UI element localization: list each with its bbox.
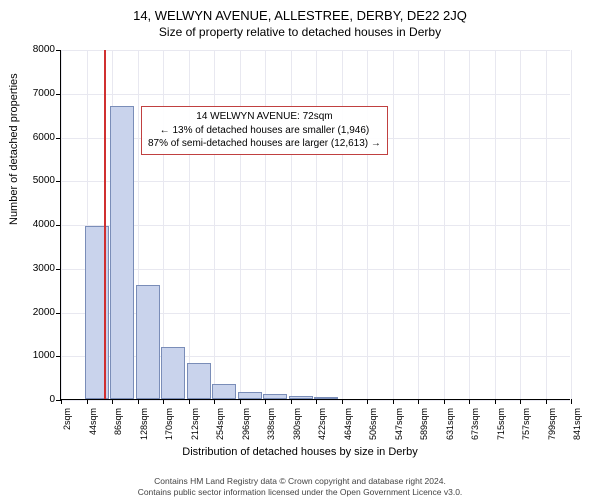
- histogram-bar: [314, 397, 338, 399]
- histogram-bar: [161, 347, 185, 400]
- grid-line-v: [571, 50, 572, 399]
- x-tick-label: 589sqm: [419, 408, 429, 448]
- property-marker-line: [104, 50, 106, 399]
- grid-line-v: [214, 50, 215, 399]
- y-tick-label: 8000: [15, 44, 55, 55]
- x-tick: [61, 399, 62, 404]
- y-tick-label: 4000: [15, 219, 55, 230]
- x-tick-label: 212sqm: [190, 408, 200, 448]
- x-tick: [520, 399, 521, 404]
- x-tick: [240, 399, 241, 404]
- x-tick-label: 464sqm: [343, 408, 353, 448]
- x-tick-label: 44sqm: [88, 408, 98, 448]
- x-tick: [495, 399, 496, 404]
- y-tick-label: 3000: [15, 263, 55, 274]
- y-tick-label: 1000: [15, 350, 55, 361]
- histogram-bar: [187, 363, 211, 399]
- grid-line-v: [444, 50, 445, 399]
- x-tick: [214, 399, 215, 404]
- histogram-bar: [263, 394, 287, 399]
- x-tick: [393, 399, 394, 404]
- x-tick: [418, 399, 419, 404]
- x-tick-label: 799sqm: [547, 408, 557, 448]
- grid-line-v: [342, 50, 343, 399]
- y-tick-label: 0: [15, 394, 55, 405]
- histogram-bar: [289, 396, 313, 400]
- x-tick-label: 673sqm: [470, 408, 480, 448]
- chart-plot-area: 14 WELWYN AVENUE: 72sqm ← 13% of detache…: [60, 50, 570, 400]
- x-tick-label: 338sqm: [266, 408, 276, 448]
- y-tick-label: 7000: [15, 88, 55, 99]
- x-tick-label: 631sqm: [445, 408, 455, 448]
- grid-line-v: [520, 50, 521, 399]
- x-tick-label: 86sqm: [113, 408, 123, 448]
- x-tick: [163, 399, 164, 404]
- x-tick: [367, 399, 368, 404]
- footer: Contains HM Land Registry data © Crown c…: [0, 476, 600, 498]
- grid-line-v: [61, 50, 62, 399]
- grid-line-v: [291, 50, 292, 399]
- histogram-bar: [110, 106, 134, 399]
- info-box-line3: 87% of semi-detached houses are larger (…: [148, 137, 381, 151]
- x-tick-label: 254sqm: [215, 408, 225, 448]
- x-tick-label: 506sqm: [368, 408, 378, 448]
- footer-line2: Contains public sector information licen…: [0, 487, 600, 498]
- x-tick: [342, 399, 343, 404]
- y-tick-label: 2000: [15, 307, 55, 318]
- x-tick-label: 128sqm: [139, 408, 149, 448]
- x-tick: [316, 399, 317, 404]
- x-tick-label: 380sqm: [292, 408, 302, 448]
- grid-line-v: [495, 50, 496, 399]
- y-tick-label: 6000: [15, 132, 55, 143]
- x-tick: [571, 399, 572, 404]
- grid-line-v: [265, 50, 266, 399]
- x-tick: [546, 399, 547, 404]
- x-tick: [265, 399, 266, 404]
- grid-line-v: [189, 50, 190, 399]
- grid-line-v: [546, 50, 547, 399]
- x-tick: [189, 399, 190, 404]
- grid-line-v: [316, 50, 317, 399]
- x-tick-label: 841sqm: [572, 408, 582, 448]
- info-box: 14 WELWYN AVENUE: 72sqm ← 13% of detache…: [141, 106, 388, 155]
- x-tick: [444, 399, 445, 404]
- histogram-bar: [238, 392, 262, 399]
- histogram-bar: [136, 285, 160, 399]
- x-tick: [112, 399, 113, 404]
- grid-line-v: [393, 50, 394, 399]
- x-tick-label: 170sqm: [164, 408, 174, 448]
- x-tick-label: 757sqm: [521, 408, 531, 448]
- info-box-line1: 14 WELWYN AVENUE: 72sqm: [148, 110, 381, 124]
- x-tick: [138, 399, 139, 404]
- grid-line-v: [240, 50, 241, 399]
- x-tick: [87, 399, 88, 404]
- histogram-bar: [212, 384, 236, 399]
- y-tick-label: 5000: [15, 175, 55, 186]
- x-tick-label: 296sqm: [241, 408, 251, 448]
- chart-title-main: 14, WELWYN AVENUE, ALLESTREE, DERBY, DE2…: [0, 0, 600, 23]
- x-tick-label: 2sqm: [62, 408, 72, 448]
- x-tick: [291, 399, 292, 404]
- chart-title-sub: Size of property relative to detached ho…: [0, 23, 600, 39]
- grid-line-v: [367, 50, 368, 399]
- grid-line-v: [469, 50, 470, 399]
- x-tick: [469, 399, 470, 404]
- grid-line-v: [418, 50, 419, 399]
- footer-line1: Contains HM Land Registry data © Crown c…: [0, 476, 600, 487]
- x-tick-label: 422sqm: [317, 408, 327, 448]
- x-tick-label: 547sqm: [394, 408, 404, 448]
- info-box-line2: ← 13% of detached houses are smaller (1,…: [148, 124, 381, 138]
- x-tick-label: 715sqm: [496, 408, 506, 448]
